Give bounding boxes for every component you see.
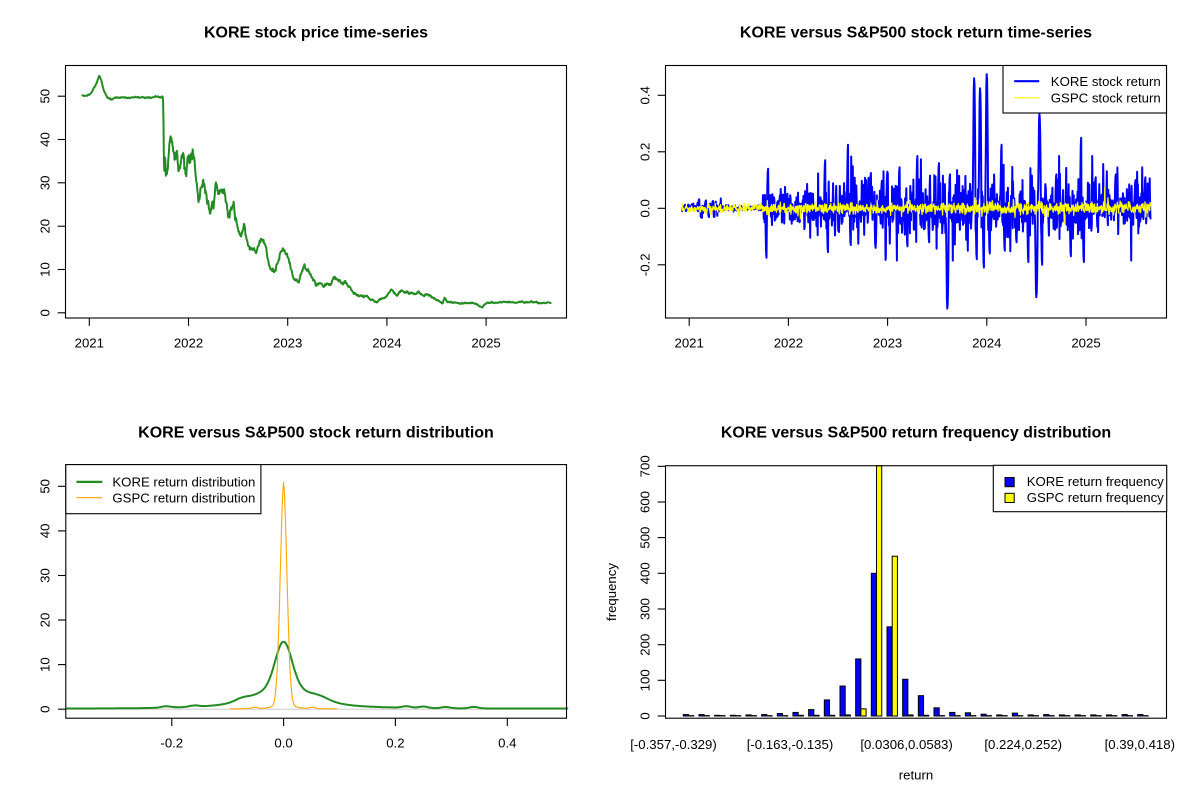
- svg-text:200: 200: [637, 634, 652, 656]
- svg-text:600: 600: [637, 491, 652, 513]
- svg-text:50: 50: [37, 89, 52, 104]
- svg-text:KORE return distribution: KORE return distribution: [112, 475, 255, 490]
- svg-text:50: 50: [37, 479, 52, 494]
- svg-text:KORE versus S&P500 stock retur: KORE versus S&P500 stock return distribu…: [138, 425, 494, 442]
- svg-text:frequency: frequency: [604, 563, 619, 621]
- svg-text:2024: 2024: [972, 336, 1001, 351]
- svg-text:20: 20: [37, 613, 52, 628]
- svg-text:[-0.357,-0.329): [-0.357,-0.329): [630, 737, 717, 752]
- svg-text:KORE stock return: KORE stock return: [1051, 74, 1161, 89]
- svg-text:0: 0: [637, 712, 652, 719]
- svg-text:500: 500: [637, 527, 652, 549]
- svg-text:2025: 2025: [471, 336, 500, 351]
- svg-text:[0.39,0.418): [0.39,0.418): [1105, 737, 1175, 752]
- svg-text:2024: 2024: [372, 336, 401, 351]
- svg-text:0.4: 0.4: [498, 736, 516, 751]
- svg-text:40: 40: [37, 524, 52, 539]
- svg-text:2022: 2022: [174, 336, 203, 351]
- svg-text:0.0: 0.0: [637, 199, 652, 217]
- svg-text:30: 30: [37, 175, 52, 190]
- svg-text:100: 100: [637, 669, 652, 691]
- svg-text:2021: 2021: [75, 336, 104, 351]
- svg-text:2023: 2023: [873, 336, 902, 351]
- svg-text:KORE versus S&P500 stock retur: KORE versus S&P500 stock return time-ser…: [740, 25, 1092, 42]
- svg-text:2023: 2023: [273, 336, 302, 351]
- svg-text:0.2: 0.2: [637, 143, 652, 161]
- svg-text:0.0: 0.0: [274, 736, 292, 751]
- svg-text:GSPC return frequency: GSPC return frequency: [1027, 490, 1164, 505]
- svg-text:0.2: 0.2: [386, 736, 404, 751]
- svg-text:2021: 2021: [675, 336, 704, 351]
- svg-text:GSPC stock return: GSPC stock return: [1051, 91, 1161, 106]
- svg-text:0.4: 0.4: [637, 86, 652, 104]
- svg-text:KORE stock price time-series: KORE stock price time-series: [204, 25, 428, 42]
- svg-text:return: return: [899, 768, 933, 783]
- svg-text:10: 10: [37, 262, 52, 277]
- svg-text:0: 0: [37, 309, 52, 316]
- svg-text:2025: 2025: [1071, 336, 1100, 351]
- svg-text:40: 40: [37, 132, 52, 147]
- svg-text:400: 400: [637, 562, 652, 584]
- svg-text:[-0.163,-0.135): [-0.163,-0.135): [747, 737, 834, 752]
- svg-text:GSPC return distribution: GSPC return distribution: [112, 490, 255, 505]
- svg-text:-0.2: -0.2: [160, 736, 183, 751]
- svg-text:300: 300: [637, 598, 652, 620]
- svg-text:20: 20: [37, 219, 52, 234]
- svg-text:700: 700: [637, 455, 652, 477]
- svg-text:0: 0: [37, 706, 52, 713]
- svg-text:KORE return frequency: KORE return frequency: [1027, 474, 1164, 489]
- svg-text:KORE versus S&P500 return freq: KORE versus S&P500 return frequency dist…: [721, 425, 1111, 442]
- svg-text:[0.224,0.252): [0.224,0.252): [984, 737, 1062, 752]
- svg-text:10: 10: [37, 657, 52, 672]
- svg-text:30: 30: [37, 568, 52, 583]
- svg-text:[0.0306,0.0583): [0.0306,0.0583): [860, 737, 952, 752]
- svg-text:-0.2: -0.2: [637, 253, 652, 276]
- svg-text:2022: 2022: [774, 336, 803, 351]
